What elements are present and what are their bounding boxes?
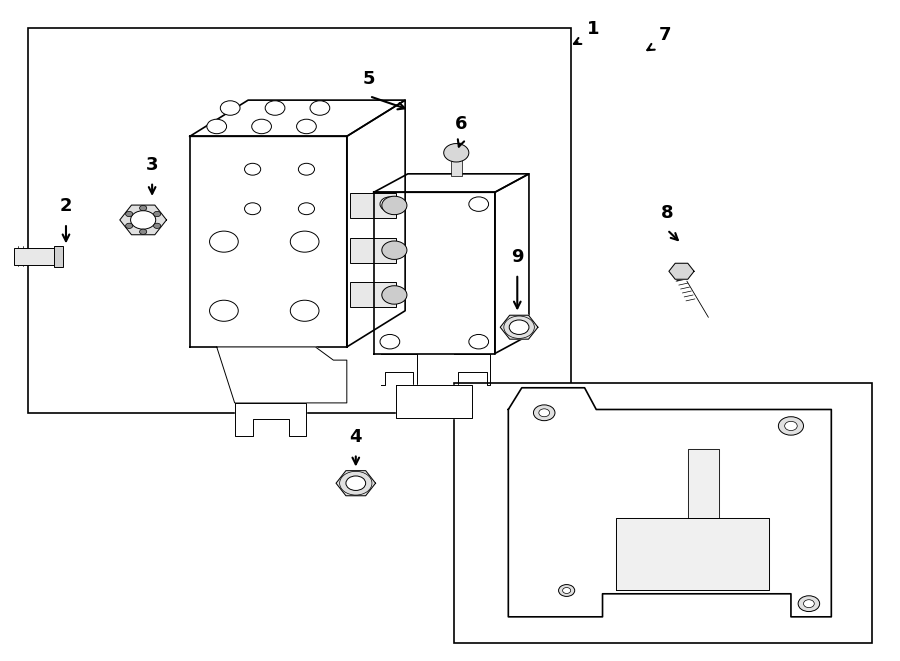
Circle shape: [785, 421, 797, 430]
Circle shape: [207, 119, 227, 134]
Bar: [28, 28, 572, 412]
Circle shape: [210, 300, 239, 321]
Circle shape: [97, 183, 292, 325]
Circle shape: [382, 286, 407, 304]
Circle shape: [509, 320, 529, 334]
Polygon shape: [616, 518, 769, 590]
Circle shape: [130, 211, 156, 229]
Text: 4: 4: [349, 428, 362, 446]
Circle shape: [140, 229, 147, 235]
Circle shape: [804, 600, 814, 607]
Text: 2: 2: [59, 198, 72, 215]
Polygon shape: [235, 403, 306, 436]
Circle shape: [562, 588, 571, 594]
Circle shape: [245, 163, 261, 175]
Polygon shape: [669, 263, 694, 279]
Bar: [54, 246, 63, 266]
Text: 3: 3: [146, 156, 158, 174]
Polygon shape: [396, 385, 472, 418]
Polygon shape: [120, 205, 166, 235]
Polygon shape: [688, 449, 719, 518]
Circle shape: [140, 206, 147, 211]
Polygon shape: [374, 174, 529, 192]
Polygon shape: [495, 174, 529, 354]
Polygon shape: [500, 315, 538, 339]
Polygon shape: [346, 100, 405, 347]
Polygon shape: [508, 388, 832, 617]
Circle shape: [154, 223, 161, 229]
Circle shape: [299, 163, 314, 175]
Polygon shape: [217, 347, 346, 403]
Text: 1: 1: [588, 20, 599, 38]
Circle shape: [469, 334, 489, 349]
Circle shape: [444, 143, 469, 162]
Bar: [349, 238, 396, 262]
Bar: [454, 383, 872, 643]
Circle shape: [291, 231, 319, 253]
Polygon shape: [336, 471, 375, 496]
Polygon shape: [190, 100, 405, 136]
Circle shape: [310, 100, 329, 115]
Circle shape: [382, 241, 407, 259]
Circle shape: [245, 203, 261, 215]
Circle shape: [252, 119, 272, 134]
Text: 7: 7: [659, 26, 671, 44]
Text: 9: 9: [511, 248, 524, 266]
Circle shape: [380, 334, 400, 349]
Circle shape: [220, 100, 240, 115]
Bar: [14, 248, 57, 264]
Polygon shape: [190, 136, 346, 347]
Circle shape: [291, 300, 319, 321]
Polygon shape: [374, 192, 495, 354]
Circle shape: [154, 212, 161, 217]
Circle shape: [798, 596, 820, 611]
Circle shape: [297, 119, 316, 134]
Circle shape: [299, 203, 314, 215]
Circle shape: [469, 197, 489, 212]
Circle shape: [266, 100, 285, 115]
Bar: [349, 193, 396, 218]
Circle shape: [534, 405, 555, 420]
Circle shape: [382, 196, 407, 215]
Circle shape: [346, 476, 365, 490]
Circle shape: [126, 223, 133, 229]
Circle shape: [210, 231, 239, 253]
Bar: [349, 282, 396, 307]
Circle shape: [539, 408, 550, 416]
Circle shape: [380, 197, 400, 212]
Circle shape: [778, 416, 804, 435]
Circle shape: [559, 584, 575, 596]
Circle shape: [126, 212, 133, 217]
Text: 8: 8: [661, 204, 673, 222]
Text: 6: 6: [454, 115, 467, 133]
Text: 5: 5: [363, 70, 375, 89]
Bar: [451, 158, 462, 176]
